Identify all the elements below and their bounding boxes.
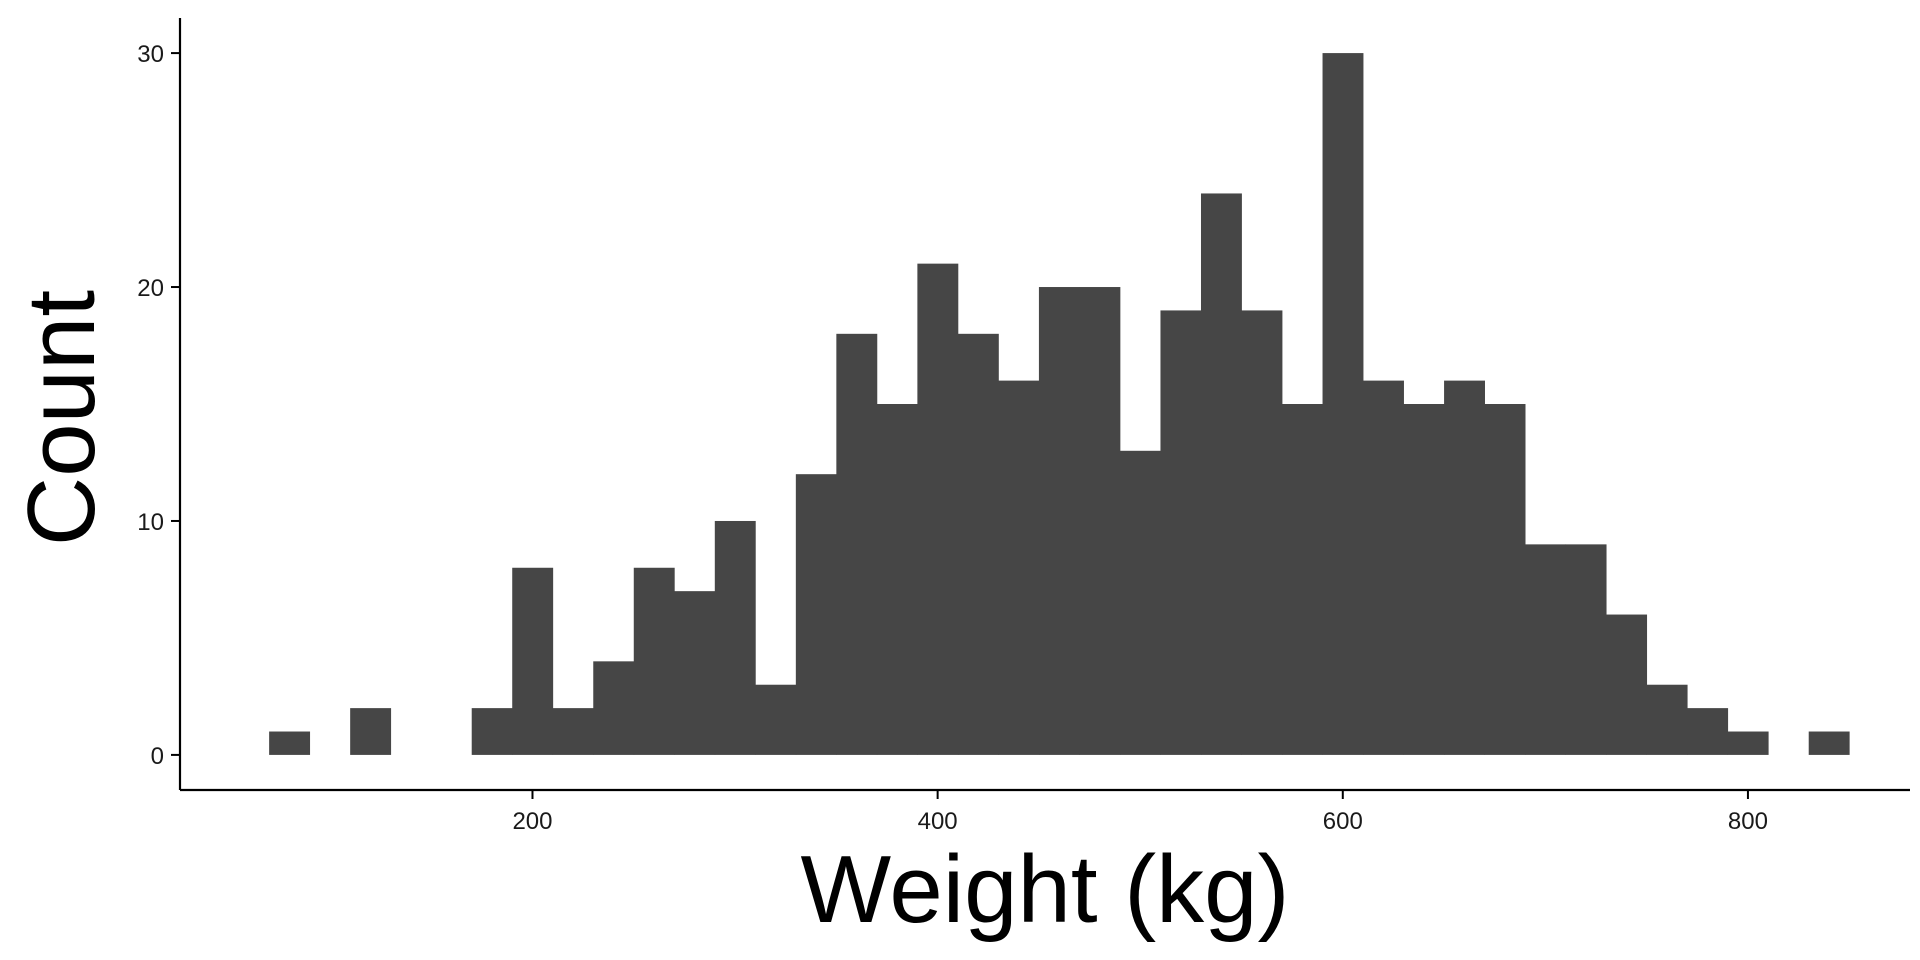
histogram-bar-30 — [1484, 404, 1526, 755]
histogram-bar-31 — [1525, 544, 1567, 755]
histogram-bar-29 — [1444, 380, 1485, 755]
x-tick-label: 200 — [512, 808, 552, 835]
histogram-bar-38 — [1808, 731, 1850, 755]
histogram-bar-7 — [552, 708, 594, 755]
x-ticks: 200 400 600 800 — [512, 790, 1768, 835]
histogram-bar-15 — [876, 404, 918, 755]
y-tick-label: 10 — [137, 509, 164, 536]
y-tick-label: 30 — [137, 41, 164, 68]
y-tick-label: 20 — [137, 275, 164, 302]
x-tick-label: 600 — [1323, 808, 1363, 835]
x-axis-title: Weight (kg) — [800, 836, 1289, 943]
histogram-bar-5 — [471, 708, 513, 755]
histogram-bar-22 — [1160, 310, 1202, 755]
histogram-bar-36 — [1727, 731, 1769, 755]
histogram-bar-9 — [633, 567, 675, 755]
histogram-bar-23 — [1200, 193, 1242, 755]
y-ticks: 0 10 20 30 — [137, 41, 180, 770]
histogram-bar-8 — [593, 661, 635, 755]
axes-layer — [178, 18, 1910, 792]
histogram-bar-13 — [795, 474, 837, 755]
histogram-bar-34 — [1646, 684, 1688, 755]
histogram-bar-24 — [1241, 310, 1283, 755]
x-tick-label: 800 — [1728, 808, 1768, 835]
histogram-bar-18 — [998, 380, 1040, 755]
histogram-bar-17 — [957, 333, 999, 755]
histogram-bar-10 — [674, 591, 716, 755]
histogram-bar-12 — [755, 684, 797, 755]
histogram-bar-26 — [1322, 53, 1364, 755]
y-tick-label: 0 — [151, 743, 164, 770]
histogram-bar-6 — [512, 567, 554, 755]
histogram-bar-19 — [1038, 287, 1080, 755]
histogram-bar-32 — [1565, 544, 1607, 755]
bars-layer — [269, 53, 1850, 755]
y-axis-title: Count — [8, 290, 115, 546]
histogram-bar-20 — [1079, 287, 1121, 755]
histogram-bar-28 — [1403, 404, 1445, 755]
histogram-bar-33 — [1606, 614, 1648, 755]
histogram-bar-21 — [1119, 450, 1161, 755]
histogram-bar-0 — [269, 731, 311, 755]
x-tick-label: 400 — [918, 808, 958, 835]
histogram-bar-25 — [1282, 404, 1323, 755]
histogram-bar-2 — [350, 708, 392, 755]
histogram-bar-11 — [714, 520, 756, 755]
histogram-bar-35 — [1687, 708, 1729, 755]
histogram-bar-27 — [1363, 380, 1404, 755]
histogram-bar-16 — [917, 263, 959, 755]
histogram-bar-14 — [836, 333, 878, 755]
